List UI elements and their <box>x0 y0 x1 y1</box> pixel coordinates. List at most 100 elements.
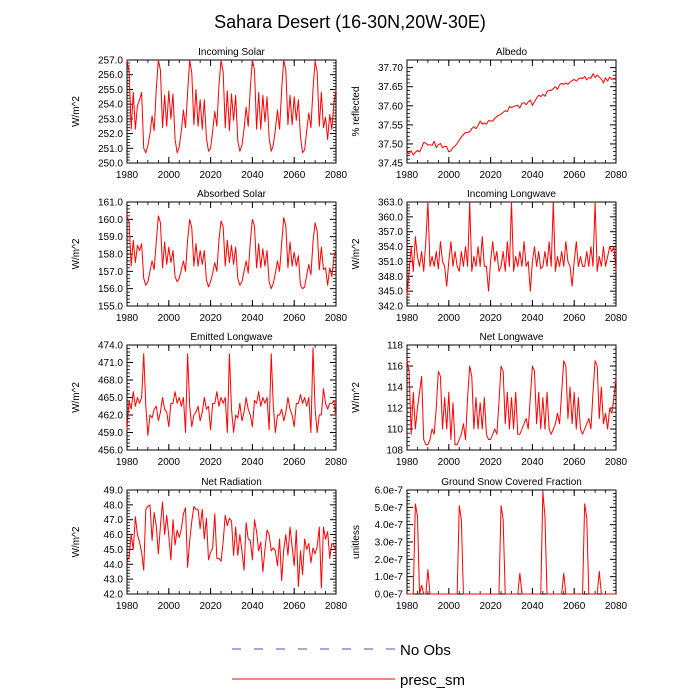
panel-title: Emitted Longwave <box>190 332 273 343</box>
x-tick-label: 2040 <box>241 313 264 324</box>
y-tick-label: 46.0 <box>104 530 124 541</box>
y-tick-label: 342.0 <box>378 302 403 313</box>
series-line-presc-sm <box>406 201 617 297</box>
x-tick-label: 2000 <box>158 313 181 324</box>
y-tick-label: 157.0 <box>98 267 123 278</box>
y-tick-label: 6.0e-7 <box>375 486 404 497</box>
y-tick-label: 471.0 <box>98 358 123 369</box>
y-tick-label: 474.0 <box>98 341 123 352</box>
y-axis-label: W/m^2 <box>71 238 82 269</box>
x-tick-label: 1980 <box>116 457 139 468</box>
y-tick-label: 2.0e-7 <box>375 555 404 566</box>
y-tick-label: 112 <box>387 404 403 415</box>
y-tick-label: 456.0 <box>98 446 123 457</box>
x-tick-label: 1980 <box>396 601 419 612</box>
series-line-presc-sm <box>407 491 616 595</box>
panel-incoming-longwave: Incoming Longwave W/m^2 1980 2000 2020 2040 20… <box>351 189 628 324</box>
y-tick-label: 468.0 <box>98 376 123 387</box>
x-tick-label: 2040 <box>521 313 544 324</box>
y-tick-label: 360.0 <box>378 212 403 223</box>
y-axis-label: W/m^2 <box>71 526 82 557</box>
x-tick-label: 2060 <box>283 170 306 181</box>
y-tick-label: 161.0 <box>98 198 123 209</box>
x-tick-label: 2040 <box>521 170 544 181</box>
legend-label-no-obs: No Obs <box>400 642 451 659</box>
x-tick-label: 1980 <box>396 457 419 468</box>
y-axis-label: W/m^2 <box>71 96 82 127</box>
x-tick-label: 2020 <box>199 170 222 181</box>
x-tick-label: 2060 <box>283 601 306 612</box>
panel-title: Ground Snow Covered Fraction <box>441 477 582 488</box>
x-tick-label: 2040 <box>241 457 264 468</box>
series-line-presc-sm <box>126 347 337 436</box>
y-tick-label: 354.0 <box>378 242 403 253</box>
y-tick-label: 459.0 <box>98 428 123 439</box>
y-tick-label: 348.0 <box>378 272 403 283</box>
y-tick-label: 251.0 <box>98 144 123 155</box>
y-axis-label: % reflected <box>351 86 362 136</box>
x-tick-label: 2080 <box>325 170 348 181</box>
y-tick-label: 108 <box>386 446 403 457</box>
y-tick-label: 48.0 <box>104 500 124 511</box>
y-tick-label: 351.0 <box>378 257 403 268</box>
panel-title: Net Longwave <box>480 332 544 343</box>
x-tick-label: 2020 <box>479 457 502 468</box>
x-tick-label: 2080 <box>325 457 348 468</box>
series-line-presc-sm <box>126 215 337 290</box>
y-tick-label: 44.0 <box>104 560 124 571</box>
y-tick-label: 118 <box>387 341 403 352</box>
series-line-presc-sm <box>406 360 617 446</box>
x-tick-label: 2000 <box>438 313 461 324</box>
x-tick-label: 1980 <box>396 170 419 181</box>
x-tick-label: 2060 <box>563 313 586 324</box>
y-tick-label: 116 <box>387 362 403 373</box>
y-tick-label: 158.0 <box>98 250 123 261</box>
x-tick-label: 1980 <box>396 313 419 324</box>
y-tick-label: 254.0 <box>98 100 123 111</box>
x-tick-label: 2080 <box>605 313 628 324</box>
y-tick-label: 45.0 <box>104 545 124 556</box>
y-tick-label: 114 <box>387 383 403 394</box>
x-tick-label: 2060 <box>283 457 306 468</box>
panel-title: Incoming Solar <box>198 47 265 58</box>
y-tick-label: 49.0 <box>104 486 124 497</box>
y-axis-label: unitless <box>351 525 362 559</box>
y-tick-label: 37.70 <box>378 63 403 74</box>
y-axis-label: W/m^2 <box>351 238 362 269</box>
y-tick-label: 37.65 <box>378 82 403 93</box>
x-tick-label: 2020 <box>479 170 502 181</box>
y-tick-label: 47.0 <box>104 515 124 526</box>
y-tick-label: 462.0 <box>98 411 123 422</box>
plot-frame <box>406 59 617 164</box>
y-tick-label: 160.0 <box>98 215 123 226</box>
x-tick-label: 1980 <box>116 170 139 181</box>
y-tick-label: 252.0 <box>98 129 123 140</box>
x-tick-label: 2020 <box>479 601 502 612</box>
y-tick-label: 465.0 <box>98 393 123 404</box>
x-tick-label: 1980 <box>116 313 139 324</box>
y-tick-label: 357.0 <box>378 227 403 238</box>
panel-net-longwave: Net Longwave W/m^2 1980 2000 2020 2040 2060 208… <box>351 332 628 468</box>
panel-incoming-solar: Incoming Solar W/m^2 1980 2000 2020 2040 2060 2… <box>71 47 348 181</box>
x-tick-label: 2080 <box>325 313 348 324</box>
panel-absorbed-solar: Absorbed Solar W/m^2 1980 2000 2020 2040 2060 2… <box>71 189 348 324</box>
legend-label-presc-sm: presc_sm <box>400 672 465 689</box>
y-axis-label: W/m^2 <box>71 382 82 413</box>
x-tick-label: 2040 <box>521 601 544 612</box>
panel-emitted-longwave: Emitted Longwave W/m^2 1980 2000 2020 2040 206… <box>71 332 348 468</box>
x-tick-label: 2000 <box>438 170 461 181</box>
y-tick-label: 0.0e-7 <box>375 590 404 601</box>
panel-albedo: Albedo % reflected 1980 2000 2020 2040 2060 208… <box>351 47 628 181</box>
y-tick-label: 37.60 <box>378 101 403 112</box>
y-tick-label: 159.0 <box>98 232 123 243</box>
panel-title: Absorbed Solar <box>197 189 267 200</box>
x-tick-label: 2020 <box>199 457 222 468</box>
x-tick-label: 2000 <box>438 601 461 612</box>
x-tick-label: 2000 <box>158 601 181 612</box>
panel-net-radiation: Net Radiation W/m^2 1980 2000 2020 2040 2060 20… <box>71 477 348 612</box>
y-tick-label: 156.0 <box>98 284 123 295</box>
y-tick-label: 37.50 <box>378 139 403 150</box>
y-tick-label: 363.0 <box>378 198 403 209</box>
y-tick-label: 345.0 <box>378 287 403 298</box>
